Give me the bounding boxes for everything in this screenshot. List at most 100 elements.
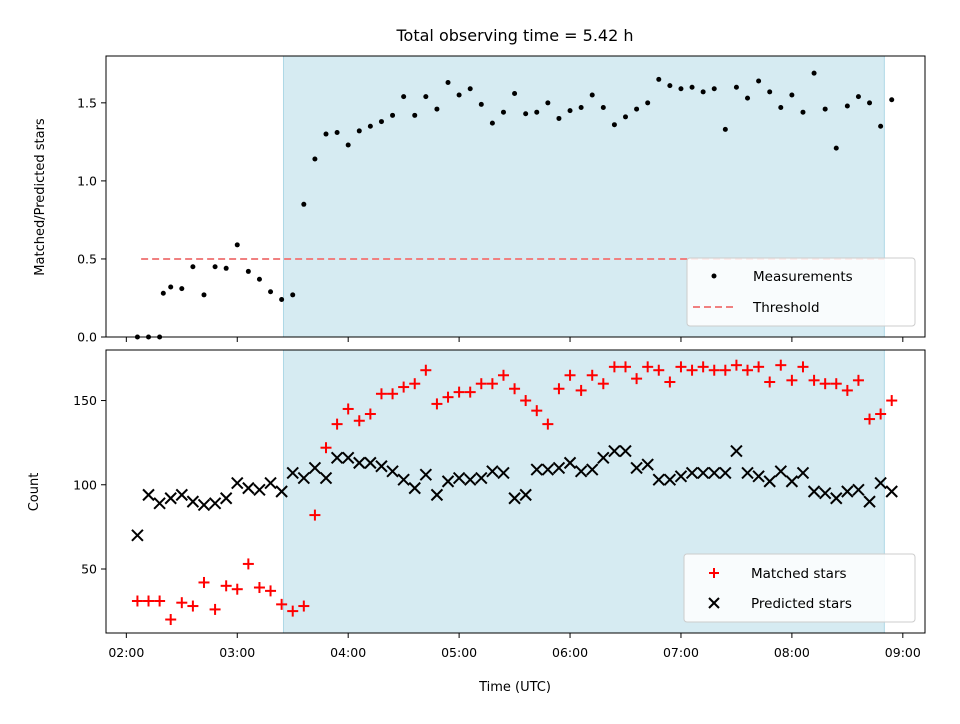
measurement-point [678, 86, 684, 92]
threshold-legend-label: Threshold [752, 300, 820, 316]
measurement-point [789, 92, 795, 98]
predicted-stars-point [353, 456, 366, 470]
matched-stars-series [131, 359, 898, 626]
measurement-point [534, 109, 540, 115]
matched-stars-point [852, 374, 864, 386]
predicted-stars-point [208, 497, 222, 510]
matched-stars-point [154, 595, 166, 607]
matched-stars-point [131, 595, 143, 607]
x-tick-label: 04:00 [330, 645, 366, 660]
top-y-tick-label: 0.5 [77, 251, 97, 266]
measurement-point [190, 264, 196, 270]
measurement-point [689, 84, 695, 90]
measurement-point [745, 95, 751, 101]
matched-stars-point [531, 405, 543, 417]
measurement-point [478, 101, 484, 107]
predicted-stars-point [785, 475, 799, 488]
predicted-stars-point [841, 485, 854, 498]
x-tick-label: 07:00 [663, 645, 699, 660]
top-y-ticks: 0.0 0.5 1.0 1.5 [77, 95, 106, 345]
measurement-point [467, 86, 473, 92]
predicted-stars-point [175, 488, 189, 502]
matched-stars-point [198, 576, 210, 588]
matched-stars-point [686, 364, 698, 376]
matched-stars-point [753, 361, 765, 373]
top-legend: Measurements Threshold [686, 257, 916, 327]
measurement-point [545, 100, 551, 106]
predicted-stars-point [364, 456, 377, 470]
predicted-stars-point [608, 444, 621, 458]
matched-stars-point [398, 381, 410, 393]
matched-stars-point [575, 384, 587, 396]
matched-stars-point [564, 369, 576, 381]
matched-stars-point [886, 395, 898, 407]
predicted-stars-point [741, 466, 754, 480]
measurement-point [889, 97, 895, 103]
matched-stars-point [387, 388, 399, 400]
predicted-stars-point [652, 473, 665, 486]
predicted-stars-legend-label: Predicted stars [751, 596, 852, 612]
predicted-stars-point [508, 492, 521, 505]
matched-stars-point [719, 364, 731, 376]
predicted-stars-point [685, 466, 699, 480]
top-y-axis-label: Matched/Predicted stars [33, 118, 48, 276]
measurement-point [500, 109, 506, 115]
matched-stars-point [620, 361, 632, 373]
predicted-stars-point [486, 465, 499, 478]
predicted-stars-point [852, 483, 865, 497]
predicted-stars-point [441, 475, 455, 488]
x-axis-label: Time (UTC) [478, 680, 551, 695]
top-legend-box [686, 257, 916, 327]
measurement-point [378, 119, 384, 125]
matched-stars-point [830, 378, 842, 390]
measurement-point [256, 276, 262, 282]
matched-stars-point [342, 403, 354, 415]
top-x-ticks [125, 337, 904, 342]
x-tick-label: 03:00 [219, 645, 255, 660]
predicted-stars-point [874, 476, 887, 490]
matched-stars-point [797, 361, 809, 373]
bottom-y-ticks: 50 100 150 [73, 393, 106, 576]
predicted-stars-point [763, 475, 776, 488]
matched-stars-point [187, 600, 199, 612]
matched-stars-point [808, 374, 820, 386]
top-panel: 0.0 0.5 1.0 1.5 Matched/Predicted stars Mea… [33, 55, 926, 345]
matched-stars-point [431, 398, 443, 410]
matched-stars-point [786, 374, 798, 386]
matched-stars-point [353, 415, 365, 427]
bottom-y-tick-label: 100 [73, 477, 97, 492]
bottom-axes-frame [105, 349, 926, 634]
measurement-point [611, 122, 617, 128]
measurement-point [512, 90, 518, 96]
measurement-point [390, 112, 396, 118]
predicted-stars-point [563, 456, 577, 470]
x-tick-label: 02:00 [108, 645, 144, 660]
predicted-stars-point [552, 461, 566, 475]
predicted-stars-point [253, 483, 266, 497]
predicted-stars-point [275, 485, 288, 498]
matched-stars-point [819, 378, 831, 390]
matched-stars-point [742, 364, 754, 376]
matched-stars-point [497, 369, 509, 381]
matched-stars-point [708, 364, 720, 376]
top-y-tick-label: 0.0 [77, 330, 97, 345]
matched-stars-point [675, 361, 687, 373]
measurement-point [711, 86, 717, 92]
measurement-point [523, 111, 529, 117]
matched-stars-point [375, 388, 387, 400]
measurement-point [212, 264, 218, 270]
measurement-point [667, 83, 673, 89]
predicted-stars-point [630, 461, 643, 475]
matched-stars-point [553, 383, 565, 395]
measurement-point [855, 94, 861, 100]
predicted-stars-legend-marker [708, 597, 720, 609]
bottom-panel: 02:00 03:00 04:00 05:00 06:00 07:00 08:00 09:00… [27, 349, 926, 695]
measurement-point [268, 289, 274, 295]
matched-stars-point [697, 361, 709, 373]
measurement-point [822, 106, 828, 112]
predicted-stars-point [142, 488, 155, 502]
predicted-stars-point [541, 463, 555, 476]
predicted-stars-point [430, 488, 444, 502]
measurement-point [878, 123, 884, 129]
measurement-point [245, 268, 251, 274]
